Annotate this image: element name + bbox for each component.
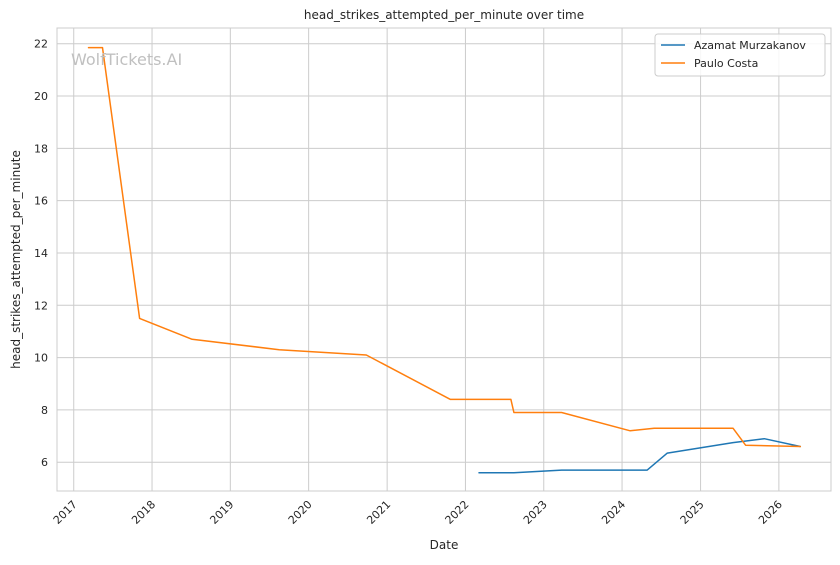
legend: Azamat Murzakanov Paulo Costa	[654, 33, 826, 77]
x-tick-label: 2025	[678, 498, 707, 527]
legend-label-0: Azamat Murzakanov	[694, 39, 806, 52]
chart-title: head_strikes_attempted_per_minute over t…	[304, 8, 584, 22]
watermark-text: WolfTickets.AI	[71, 50, 182, 69]
x-tick-label: 2021	[364, 498, 393, 527]
y-tick-label: 8	[41, 404, 48, 417]
x-tick-label: 2018	[129, 498, 158, 527]
legend-box	[654, 33, 826, 77]
plot-area	[56, 27, 832, 492]
x-tick-label: 2023	[521, 498, 550, 527]
x-tick-label: 2017	[51, 498, 80, 527]
grid-lines	[57, 28, 831, 491]
legend-label-1: Paulo Costa	[694, 57, 758, 70]
x-tick-label: 2022	[443, 498, 472, 527]
series-line-1	[87, 46, 802, 448]
y-tick-label: 22	[34, 38, 48, 51]
series-line-0	[478, 437, 802, 474]
y-tick-label: 12	[34, 299, 48, 312]
y-tick-label: 20	[34, 90, 48, 103]
y-tick-label: 14	[34, 247, 48, 260]
series-layer	[87, 46, 802, 474]
x-tick-label: 2020	[286, 498, 315, 527]
x-tick-label: 2019	[207, 498, 236, 527]
y-tick-label: 10	[34, 352, 48, 365]
x-axis-label: Date	[430, 538, 459, 552]
y-tick-label: 6	[41, 456, 48, 469]
y-axis-label: head_strikes_attempted_per_minute	[9, 150, 23, 369]
y-tick-label: 16	[34, 195, 48, 208]
y-tick-label: 18	[34, 142, 48, 155]
x-tick-label: 2026	[756, 498, 785, 527]
x-tick-label: 2024	[599, 498, 628, 527]
